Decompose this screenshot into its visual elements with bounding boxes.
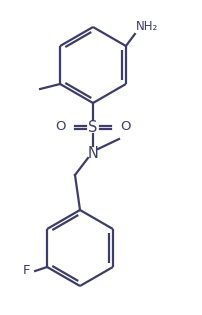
Text: O: O	[55, 121, 66, 134]
Text: O: O	[119, 121, 130, 134]
Text: F: F	[22, 265, 30, 278]
Text: N: N	[87, 146, 98, 161]
Text: S: S	[88, 119, 97, 135]
Text: NH₂: NH₂	[135, 20, 157, 33]
